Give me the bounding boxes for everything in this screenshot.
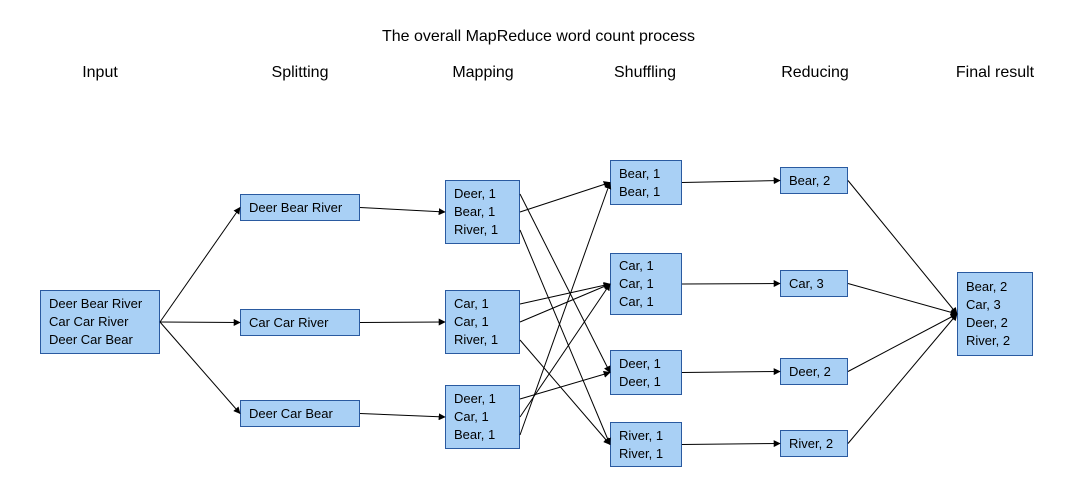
node-sh2: Deer, 1Deer, 1 [610, 350, 682, 395]
node-sp2: Deer Car Bear [240, 400, 360, 427]
edge [682, 372, 780, 373]
stage-label-final: Final result [956, 64, 1034, 82]
node-rd0: Bear, 2 [780, 167, 848, 194]
node-line: River, 1 [454, 221, 511, 239]
stage-label-reducing: Reducing [781, 64, 849, 82]
node-line: Car Car River [249, 314, 351, 332]
node-line: Deer, 1 [619, 373, 673, 391]
node-line: Car, 1 [619, 257, 673, 275]
node-in0: Deer Bear RiverCar Car RiverDeer Car Bea… [40, 290, 160, 354]
edge [160, 322, 240, 323]
node-mp2: Deer, 1Car, 1Bear, 1 [445, 385, 520, 449]
node-line: River, 1 [619, 445, 673, 463]
node-rd3: River, 2 [780, 430, 848, 457]
node-fn0: Bear, 2Car, 3Deer, 2River, 2 [957, 272, 1033, 356]
node-line: Deer, 1 [454, 390, 511, 408]
edge-layer [0, 0, 1077, 500]
edge [360, 414, 445, 418]
node-line: Car, 3 [789, 275, 839, 293]
node-line: Deer Bear River [49, 295, 151, 313]
node-line: Bear, 1 [619, 165, 673, 183]
edge [848, 314, 957, 444]
stage-label-input: Input [82, 64, 118, 82]
edge [682, 444, 780, 445]
diagram-title: The overall MapReduce word count process [0, 28, 1077, 46]
edge [360, 208, 445, 213]
node-line: Bear, 1 [454, 203, 511, 221]
node-rd1: Car, 3 [780, 270, 848, 297]
edge [520, 183, 610, 213]
node-line: River, 1 [454, 331, 511, 349]
edge [520, 230, 610, 445]
node-line: Deer Car Bear [49, 331, 151, 349]
node-line: Bear, 1 [454, 426, 511, 444]
node-line: Car, 1 [454, 408, 511, 426]
edge [848, 314, 957, 372]
node-line: River, 1 [619, 427, 673, 445]
node-mp1: Car, 1Car, 1River, 1 [445, 290, 520, 354]
node-line: Deer, 1 [454, 185, 511, 203]
node-line: Deer, 1 [619, 355, 673, 373]
edge [520, 340, 610, 445]
node-line: River, 2 [789, 435, 839, 453]
stage-label-shuffling: Shuffling [614, 64, 676, 82]
node-line: Car Car River [49, 313, 151, 331]
edge [160, 208, 240, 323]
edge [682, 284, 780, 285]
node-rd2: Deer, 2 [780, 358, 848, 385]
edge [848, 181, 957, 315]
node-line: Car, 1 [619, 275, 673, 293]
edge [848, 284, 957, 315]
node-line: Car, 1 [454, 313, 511, 331]
node-line: Bear, 2 [789, 172, 839, 190]
edge [520, 183, 610, 436]
node-line: Deer, 2 [966, 314, 1024, 332]
node-line: Bear, 2 [966, 278, 1024, 296]
stage-label-splitting: Splitting [272, 64, 329, 82]
node-sh3: River, 1River, 1 [610, 422, 682, 467]
node-mp0: Deer, 1Bear, 1River, 1 [445, 180, 520, 244]
edge [520, 284, 610, 417]
edge [360, 322, 445, 323]
node-line: Car, 1 [619, 293, 673, 311]
node-sp1: Car Car River [240, 309, 360, 336]
node-sh1: Car, 1Car, 1Car, 1 [610, 253, 682, 315]
edge [520, 284, 610, 304]
edge [520, 373, 610, 400]
edge [682, 181, 780, 183]
node-line: Car, 1 [454, 295, 511, 313]
edge [160, 322, 240, 414]
edge [520, 284, 610, 322]
node-line: Deer, 2 [789, 363, 839, 381]
node-line: Deer Bear River [249, 199, 351, 217]
node-sp0: Deer Bear River [240, 194, 360, 221]
edge [520, 194, 610, 373]
node-line: Bear, 1 [619, 183, 673, 201]
node-line: Car, 3 [966, 296, 1024, 314]
stage-label-mapping: Mapping [452, 64, 513, 82]
node-sh0: Bear, 1Bear, 1 [610, 160, 682, 205]
node-line: Deer Car Bear [249, 405, 351, 423]
node-line: River, 2 [966, 332, 1024, 350]
